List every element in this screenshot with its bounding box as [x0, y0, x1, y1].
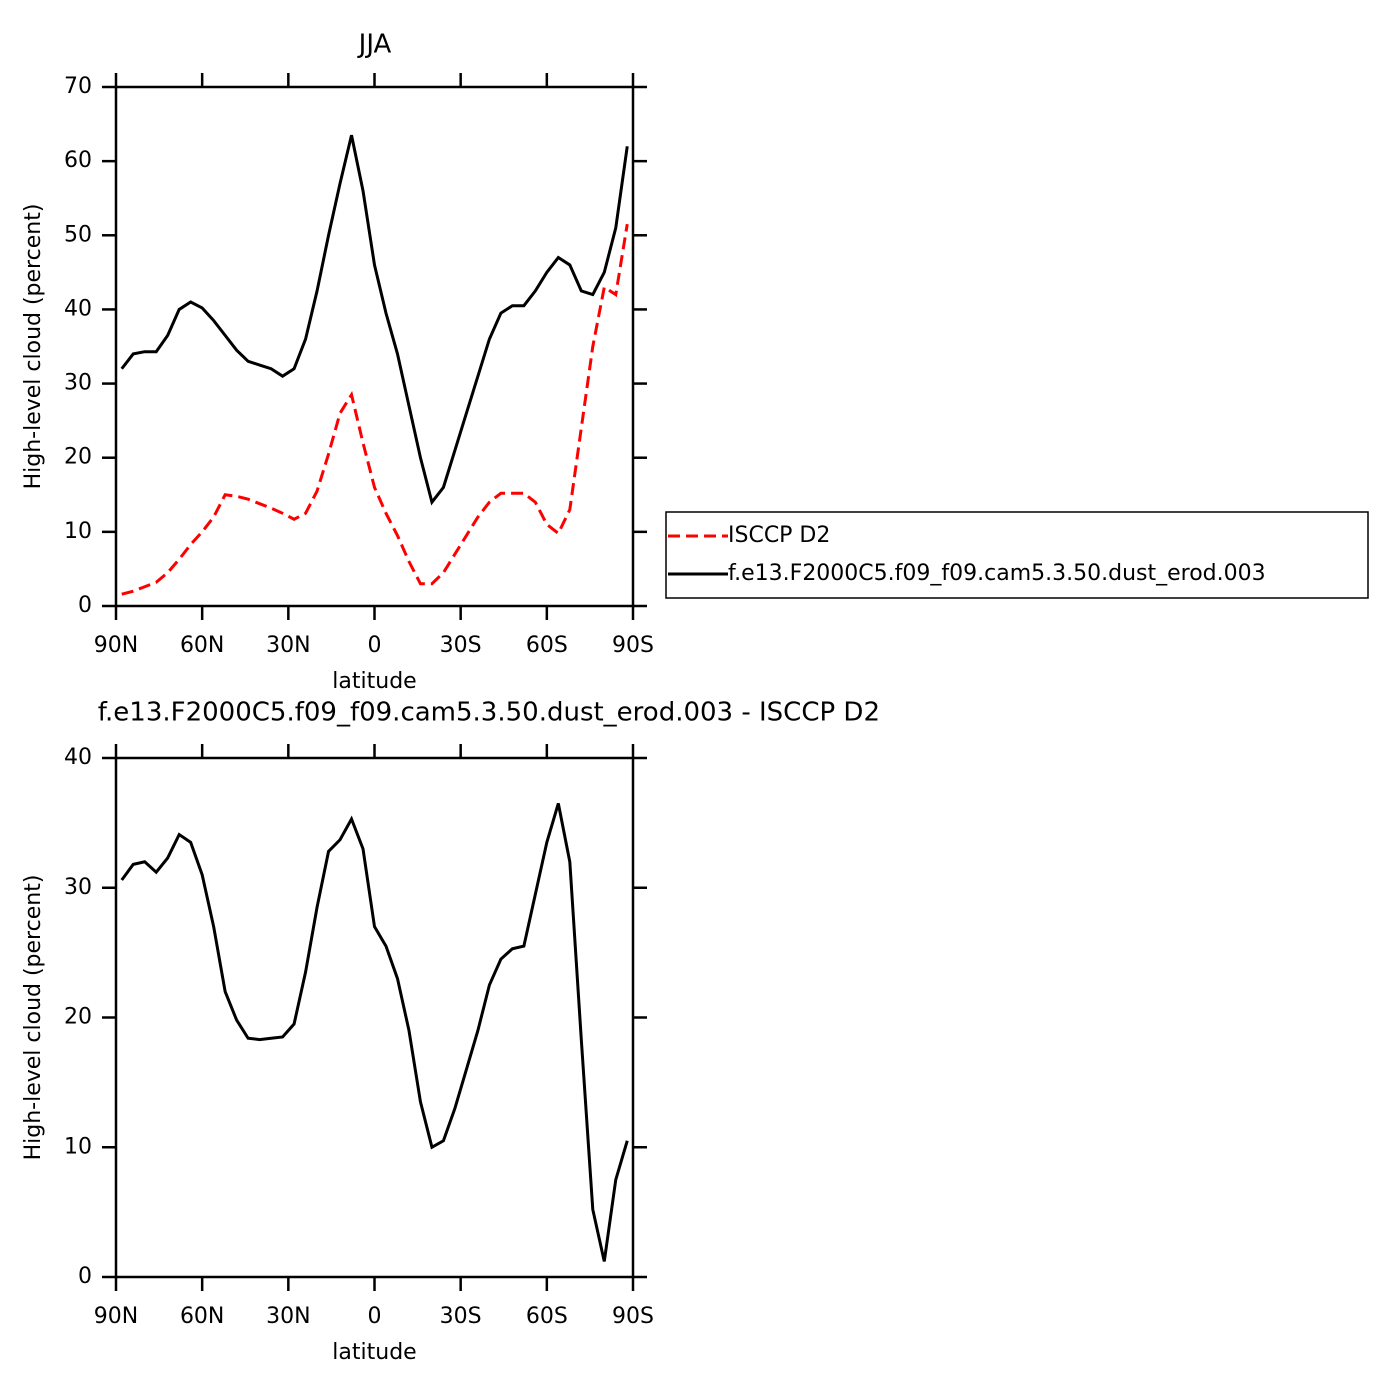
legend-label: ISCCP D2 — [728, 523, 830, 548]
y-tick-label: 50 — [64, 222, 92, 247]
y-tick-label: 0 — [78, 1264, 92, 1289]
x-tick-label: 0 — [368, 1304, 382, 1329]
x-axis-label: latitude — [332, 1340, 416, 1365]
x-tick-label: 0 — [368, 633, 382, 658]
plot-frame — [114, 756, 635, 1279]
x-axis-label: latitude — [332, 669, 416, 694]
y-tick-label: 20 — [64, 445, 92, 470]
legend-label: f.e13.F2000C5.f09_f09.cam5.3.50.dust_ero… — [728, 561, 1266, 586]
series-line — [121, 223, 629, 596]
chart-title: f.e13.F2000C5.f09_f09.cam5.3.50.dust_ero… — [98, 698, 880, 728]
series-line — [120, 802, 629, 1262]
y-axis-label: High-level cloud (percent) — [21, 204, 46, 490]
x-tick-label: 60N — [180, 1304, 224, 1329]
x-tick-label: 30S — [440, 1304, 482, 1329]
y-tick-label: 40 — [64, 296, 92, 321]
y-tick-label: 10 — [64, 519, 92, 544]
x-tick-label: 90N — [94, 1304, 138, 1329]
y-axis-label: High-level cloud (percent) — [21, 875, 46, 1161]
y-tick-label: 10 — [64, 1134, 92, 1159]
series-line — [120, 134, 629, 506]
x-tick-label: 30N — [266, 633, 310, 658]
x-tick-label: 60S — [526, 1304, 568, 1329]
y-tick-label: 0 — [78, 593, 92, 618]
y-tick-label: 30 — [64, 875, 92, 900]
plot-frame — [114, 85, 635, 608]
y-tick-label: 70 — [64, 74, 92, 99]
x-tick-label: 60N — [180, 633, 224, 658]
chart-title: JJA — [357, 30, 392, 60]
x-tick-label: 60S — [526, 633, 568, 658]
legend-box — [665, 511, 1369, 599]
y-tick-label: 60 — [64, 148, 92, 173]
x-tick-label: 90S — [612, 1304, 654, 1329]
x-tick-label: 30N — [266, 1304, 310, 1329]
y-tick-label: 30 — [64, 371, 92, 396]
x-tick-label: 90N — [94, 633, 138, 658]
y-tick-label: 20 — [64, 1005, 92, 1030]
x-tick-label: 90S — [612, 633, 654, 658]
x-tick-label: 30S — [440, 633, 482, 658]
y-tick-label: 40 — [64, 745, 92, 770]
